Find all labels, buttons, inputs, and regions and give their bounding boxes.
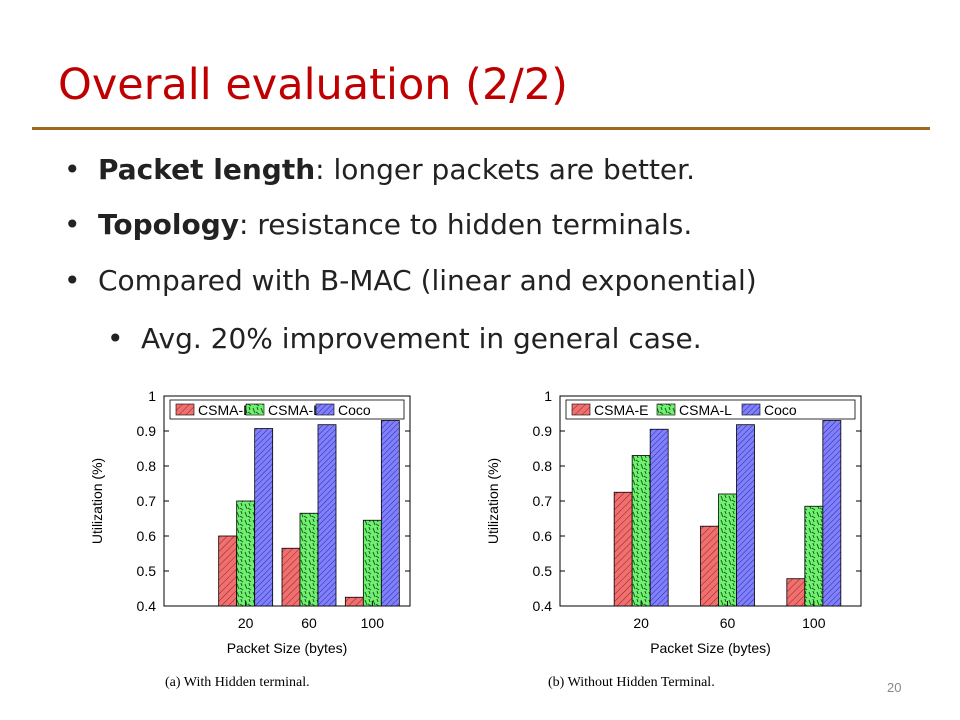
- legend-label-coco: Coco: [764, 402, 797, 418]
- legend: CSMA-E CSMA-L Coco: [565, 399, 856, 420]
- y-tick-label: 0.8: [533, 458, 553, 474]
- bullet-marker: •: [64, 208, 81, 241]
- x-tick-label: 60: [301, 615, 317, 631]
- bullet-packet-length: • Packet length: longer packets are bett…: [64, 153, 695, 186]
- bullet-topology: • Topology: resistance to hidden termina…: [64, 208, 693, 241]
- bullet-marker: •: [64, 153, 81, 186]
- legend-swatch-csma-l: [656, 403, 676, 416]
- y-tick-label: 0.7: [137, 493, 157, 509]
- x-tick-label: 60: [720, 615, 736, 631]
- y-tick-label: 0.6: [137, 528, 157, 544]
- sub-bullet-improvement: • Avg. 20% improvement in general case.: [107, 322, 702, 355]
- chart-without-hidden-terminal: 0.4 0.5 0.6 0.7 0.8 0.9 1 Utilization (%) 20 60 10…: [485, 388, 862, 656]
- legend-box: [565, 399, 856, 420]
- bar-csma-e-100: [344, 596, 364, 607]
- bullet-text: : longer packets are better.: [315, 153, 695, 186]
- bar-coco-60: [317, 424, 337, 607]
- x-tick-label: 20: [633, 615, 649, 631]
- bullet-bold: Topology: [98, 208, 240, 241]
- bar-csma-e-60: [281, 547, 301, 607]
- bar-coco-20: [254, 428, 274, 607]
- y-tick-label: 0.9: [533, 423, 553, 439]
- y-tick-label: 0.4: [137, 598, 157, 614]
- bullet-bold: Packet length: [98, 153, 316, 186]
- x-axis-label: Packet Size (bytes): [227, 640, 348, 656]
- caption-a: (a) With Hidden terminal.: [165, 675, 310, 690]
- bar-coco-100: [380, 420, 400, 607]
- bullet-marker: •: [107, 322, 124, 355]
- bar-csma-l-100: [804, 505, 824, 607]
- bullet-text: : resistance to hidden terminals.: [239, 208, 693, 241]
- slide-title: Overall evaluation (2/2): [58, 60, 568, 110]
- y-tick-label: 0.7: [533, 493, 553, 509]
- title-rule: [32, 127, 930, 130]
- y-tick-label: 0.6: [533, 528, 553, 544]
- bullet-text: Avg. 20% improvement in general case.: [141, 322, 702, 355]
- y-axis-label: Utilization (%): [485, 458, 501, 544]
- x-tick-label: 20: [238, 615, 254, 631]
- bar-csma-e-100: [786, 578, 806, 607]
- bar-csma-e-20: [613, 491, 633, 607]
- y-tick-label: 0.4: [533, 598, 553, 614]
- bullet-marker: •: [64, 264, 81, 297]
- bar-csma-l-60: [299, 512, 319, 607]
- y-tick-label: 1: [544, 388, 552, 404]
- legend-swatch-csma-l: [245, 403, 265, 416]
- bar-csma-l-20: [631, 455, 651, 607]
- legend-swatch-csma-e: [175, 403, 195, 416]
- y-tick-label: 1: [148, 388, 156, 404]
- legend-swatch-coco: [741, 403, 761, 416]
- x-axis-label: Packet Size (bytes): [650, 640, 771, 656]
- legend-swatch-csma-e: [571, 403, 591, 416]
- y-tick-label: 0.8: [137, 458, 157, 474]
- page-number: 20: [887, 680, 902, 695]
- x-tick-label: 100: [361, 615, 385, 631]
- y-tick-label: 0.9: [137, 423, 157, 439]
- legend-label-csma-l: CSMA-L: [679, 402, 732, 418]
- legend-label-csma-e: CSMA-E: [198, 402, 252, 418]
- bar-csma-l-20: [236, 500, 256, 607]
- bullet-text: Compared with B-MAC (linear and exponent…: [98, 264, 757, 297]
- legend-swatch-coco: [315, 403, 335, 416]
- y-tick-label: 0.5: [533, 563, 553, 579]
- legend-label-csma-l: CSMA-L: [268, 402, 321, 418]
- bar-csma-l-60: [718, 493, 737, 607]
- bar-coco-20: [649, 428, 669, 607]
- bullet-compared: • Compared with B-MAC (linear and expone…: [64, 264, 757, 297]
- y-axis-label: Utilization (%): [89, 458, 105, 544]
- legend-label-csma-e: CSMA-E: [594, 402, 648, 418]
- bar-csma-l-100: [362, 519, 382, 607]
- caption-b: (b) Without Hidden Terminal.: [548, 675, 715, 690]
- x-tick-label: 100: [802, 615, 826, 631]
- bar-coco-100: [822, 420, 842, 607]
- legend-box: [169, 399, 405, 420]
- y-tick-label: 0.5: [137, 563, 157, 579]
- bar-csma-e-60: [700, 525, 719, 607]
- legend-label-coco: Coco: [338, 402, 371, 418]
- chart-with-hidden-terminal: 0.4 0.5 0.6 0.7 0.8 0.9 1 Utilization (%) 20 60 10…: [89, 388, 411, 656]
- legend: CSMA-E CSMA-L Coco: [169, 399, 405, 420]
- bar-coco-60: [736, 424, 755, 607]
- bar-csma-e-20: [218, 535, 238, 607]
